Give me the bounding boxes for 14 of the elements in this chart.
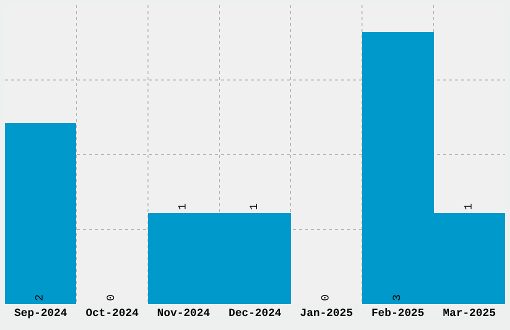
data-label: 2	[34, 294, 46, 301]
x-tick-label: Jan-2025	[300, 308, 354, 320]
data-label: 1	[464, 203, 476, 210]
x-tick-label: Feb-2025	[371, 308, 425, 320]
x-tick-label: Dec-2024	[228, 308, 282, 320]
x-tick-label: Oct-2024	[86, 308, 139, 320]
data-label: 0	[106, 294, 118, 301]
x-tick-label: Sep-2024	[14, 308, 68, 320]
x-tick-label: Nov-2024	[157, 308, 210, 320]
data-label: 1	[178, 203, 190, 210]
data-label: 1	[249, 203, 261, 210]
x-tick-label: Mar-2025	[442, 308, 496, 320]
data-label: 3	[392, 294, 404, 301]
data-label: 0	[320, 294, 332, 301]
